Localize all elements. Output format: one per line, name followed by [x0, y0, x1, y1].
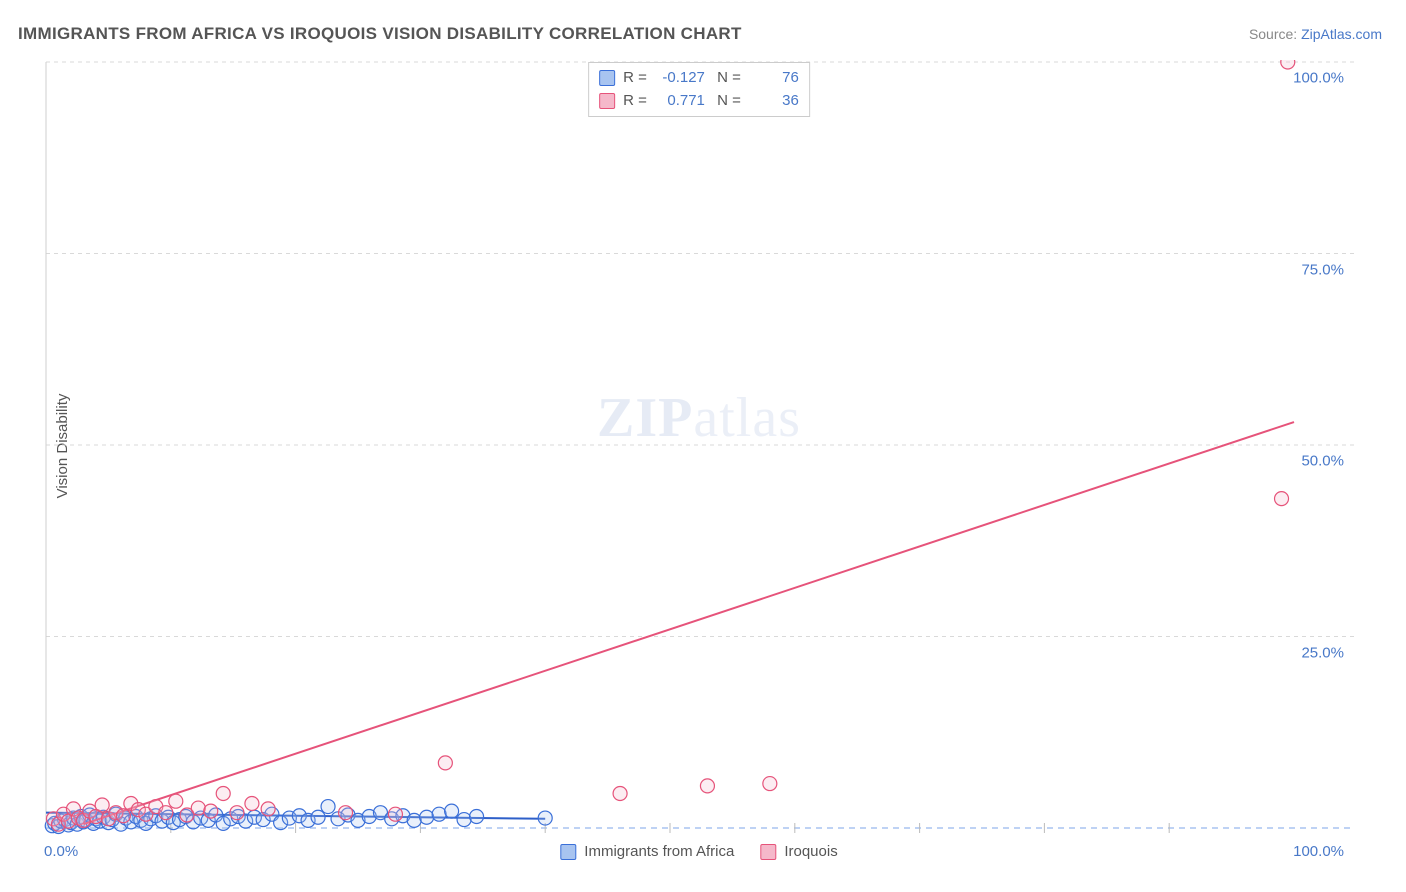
legend-n-label: N = — [713, 90, 741, 113]
legend-item: Iroquois — [760, 843, 837, 860]
legend-stats: R = -0.127 N = 76 R = 0.771 N = 36 — [588, 62, 810, 117]
x-tick-end: 100.0% — [1293, 843, 1344, 860]
legend-n-label: N = — [713, 67, 741, 90]
legend-r-value: -0.127 — [655, 67, 705, 90]
legend-r-label: R = — [623, 90, 647, 113]
legend-n-value: 76 — [749, 67, 799, 90]
chart-plot-area: ZIPatlas R = -0.127 N = 76 R = 0.771 N =… — [44, 60, 1354, 838]
y-tick-label: 50.0% — [1301, 453, 1344, 470]
legend-swatch-icon — [560, 844, 576, 860]
source-attribution: Source: ZipAtlas.com — [1249, 26, 1382, 42]
y-tick-label: 75.0% — [1301, 261, 1344, 278]
legend-stats-row: R = 0.771 N = 36 — [599, 90, 799, 113]
y-tick-label: 100.0% — [1293, 70, 1344, 87]
chart-svg — [44, 60, 1354, 838]
source-link[interactable]: ZipAtlas.com — [1301, 26, 1382, 42]
x-tick-start: 0.0% — [44, 843, 78, 860]
legend-series-label: Iroquois — [784, 843, 837, 860]
y-tick-label: 25.0% — [1301, 644, 1344, 661]
legend-stats-row: R = -0.127 N = 76 — [599, 67, 799, 90]
legend-swatch-icon — [599, 93, 615, 109]
legend-n-value: 36 — [749, 90, 799, 113]
legend-item: Immigrants from Africa — [560, 843, 734, 860]
legend-r-value: 0.771 — [655, 90, 705, 113]
source-prefix: Source: — [1249, 26, 1301, 42]
legend-series: Immigrants from Africa Iroquois — [560, 843, 837, 860]
legend-swatch-icon — [599, 70, 615, 86]
legend-r-label: R = — [623, 67, 647, 90]
legend-series-label: Immigrants from Africa — [584, 843, 734, 860]
chart-title: IMMIGRANTS FROM AFRICA VS IROQUOIS VISIO… — [18, 24, 742, 44]
legend-swatch-icon — [760, 844, 776, 860]
